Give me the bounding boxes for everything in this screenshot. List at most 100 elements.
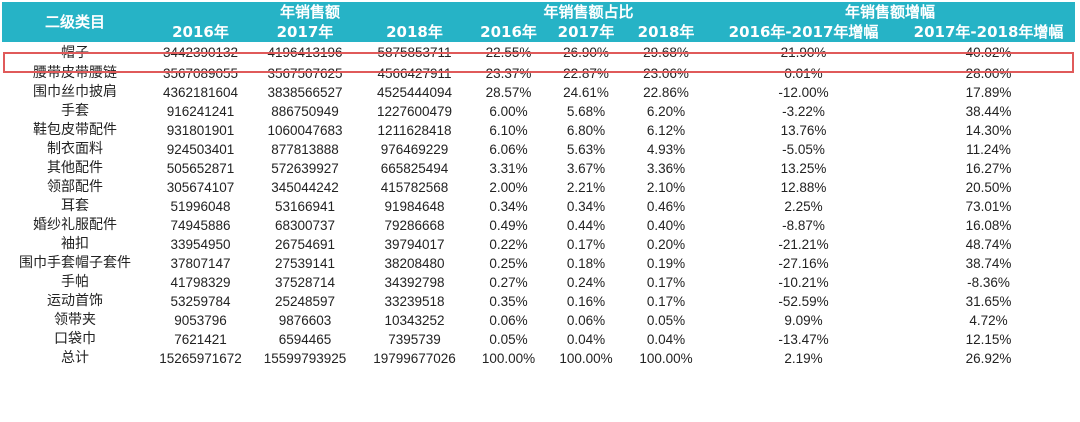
growth-17-18-cell: 38.44% [965,104,1012,119]
sales-2017-cell: 572639927 [271,161,339,176]
growth-16-17-cell: 13.25% [780,161,827,176]
share-2018-cell: 0.20% [646,237,686,252]
category-cell: 手套 [61,103,89,119]
header-group-growth: 年销售额增幅 [705,2,1076,22]
sales-2016-cell: 33954950 [170,237,231,252]
share-2018-cell: 0.04% [646,332,686,347]
sales-2018-cell: 79286668 [384,218,445,233]
growth-16-17-cell: 2.25% [784,199,823,214]
sales-2017-cell: 4196413196 [267,45,343,60]
share-2018-cell: 29.68% [643,45,689,60]
header-share-2016: 2016年 [472,22,546,42]
sales-2016-cell: 51996048 [170,199,231,214]
sales-2018-cell: 1211628418 [377,123,452,138]
share-2016-cell: 3.31% [489,161,528,176]
share-2018-cell: 0.40% [646,218,686,233]
sales-2017-cell: 886750949 [271,104,339,119]
category-cell: 其他配件 [47,160,103,176]
share-2016-cell: 6.10% [489,123,528,138]
share-2016-cell: 2.00% [489,180,528,195]
table-row: 运动首饰 53259784 25248597 33239518 0.35% 0.16% 0.… [2,292,1075,311]
category-cell: 腰带皮带腰链 [33,65,117,81]
header-growth-16-17: 2016年-2017年增幅 [705,22,903,42]
growth-16-17-cell: -13.47% [778,332,829,347]
sales-2016-cell: 305674107 [166,180,235,195]
growth-16-17-cell: -5.05% [782,142,825,157]
category-cell: 手帕 [61,274,89,290]
growth-16-17-cell: 2.19% [784,351,823,366]
sales-2018-cell: 19799677026 [373,351,456,366]
share-2017-cell: 5.68% [566,104,606,119]
sales-2016-cell: 9053796 [174,313,227,328]
sales-2017-cell: 25248597 [274,294,336,309]
growth-16-17-cell: -52.59% [778,294,829,309]
growth-16-17-cell: -8.87% [782,218,825,233]
share-2018-cell: 6.20% [646,104,686,119]
growth-16-17-cell: 12.88% [780,180,827,195]
share-2017-cell: 0.17% [566,237,606,252]
table-row: 制衣面料 924503401 877813888 976469229 6.06% 5.63… [2,140,1075,159]
share-2016-cell: 0.05% [489,332,528,347]
share-2017-cell: 2.21% [566,180,606,195]
growth-16-17-cell: 0.01% [784,66,823,81]
table-header: 二级类目 年销售额 年销售额占比 年销售额增幅 2016年 2017年 2018… [2,2,1076,42]
growth-17-18-cell: 16.08% [965,218,1012,233]
category-cell: 耳套 [61,198,89,214]
sales-2018-cell: 7395739 [388,332,441,347]
sales-2018-cell: 38208480 [384,256,445,271]
growth-17-18-cell: 38.74% [965,256,1012,271]
growth-17-18-cell: 40.02% [965,45,1012,60]
sales-2017-cell: 37528714 [274,275,336,290]
share-2018-cell: 3.36% [646,161,686,176]
category-cell: 围巾丝巾披肩 [33,84,117,100]
sales-2016-cell: 15265971672 [159,351,242,366]
growth-16-17-cell: -27.16% [778,256,829,271]
sales-2018-cell: 34392798 [384,275,445,290]
table-row: 手套 916241241 886750949 1227600479 6.00% 5.68%… [2,102,1075,121]
sales-2016-cell: 53259784 [170,294,231,309]
sales-2017-cell: 26754691 [274,237,336,252]
share-2017-cell: 0.04% [566,332,606,347]
sales-2017-cell: 15599793925 [263,351,347,366]
growth-17-18-cell: 31.65% [965,294,1012,309]
sales-2016-cell: 7621421 [174,332,227,347]
growth-17-18-cell: 4.72% [969,313,1008,328]
growth-16-17-cell: -10.21% [778,275,829,290]
sales-2018-cell: 4566427911 [377,66,452,81]
header-share-2018: 2018年 [627,22,706,42]
growth-17-18-cell: 11.24% [966,142,1011,157]
growth-16-17-cell: -12.00% [778,85,829,100]
category-cell: 帽子 [61,45,89,61]
sales-2016-cell: 505652871 [166,161,235,176]
share-2017-cell: 0.18% [566,256,606,271]
sales-2017-cell: 27539141 [274,256,336,271]
sales-2017-cell: 3838566527 [267,85,343,100]
table-row: 帽子 3442390132 4196413196 5875853711 22.55% 26… [2,42,1075,64]
share-2017-cell: 26.90% [563,45,609,60]
share-2017-cell: 0.24% [566,275,606,290]
share-2018-cell: 23.06% [643,66,689,81]
sales-table: 二级类目 年销售额 年销售额占比 年销售额增幅 2016年 2017年 2018… [2,2,1076,368]
sales-2018-cell: 1227600479 [376,104,453,119]
share-2017-cell: 100.00% [559,351,613,366]
category-cell: 鞋包皮带配件 [33,122,117,138]
sales-2017-cell: 9876603 [278,313,332,328]
sales-2016-cell: 74945886 [170,218,231,233]
sales-2017-cell: 68300737 [274,218,336,233]
sales-2018-cell: 91984648 [384,199,445,214]
growth-17-18-cell: 48.74% [965,237,1012,252]
category-cell: 袖扣 [61,236,89,252]
share-2016-cell: 0.25% [489,256,528,271]
sales-2017-cell: 877813888 [271,142,339,157]
category-cell: 口袋巾 [54,331,96,347]
table-row: 口袋巾 7621421 6594465 7395739 0.05% 0.04% 0.04% -… [2,330,1075,349]
sales-2017-cell: 1060047683 [267,123,343,138]
sales-2018-cell: 5875853711 [377,45,452,60]
share-2017-cell: 24.61% [563,85,609,100]
sales-2017-cell: 53166941 [274,199,336,214]
header-growth-17-18: 2017年-2018年增幅 [902,22,1076,42]
share-2016-cell: 0.35% [489,294,528,309]
sales-2018-cell: 665825494 [380,161,449,176]
share-2016-cell: 100.00% [481,351,536,366]
table-row: 其他配件 505652871 572639927 665825494 3.31% 3.67… [2,159,1075,178]
